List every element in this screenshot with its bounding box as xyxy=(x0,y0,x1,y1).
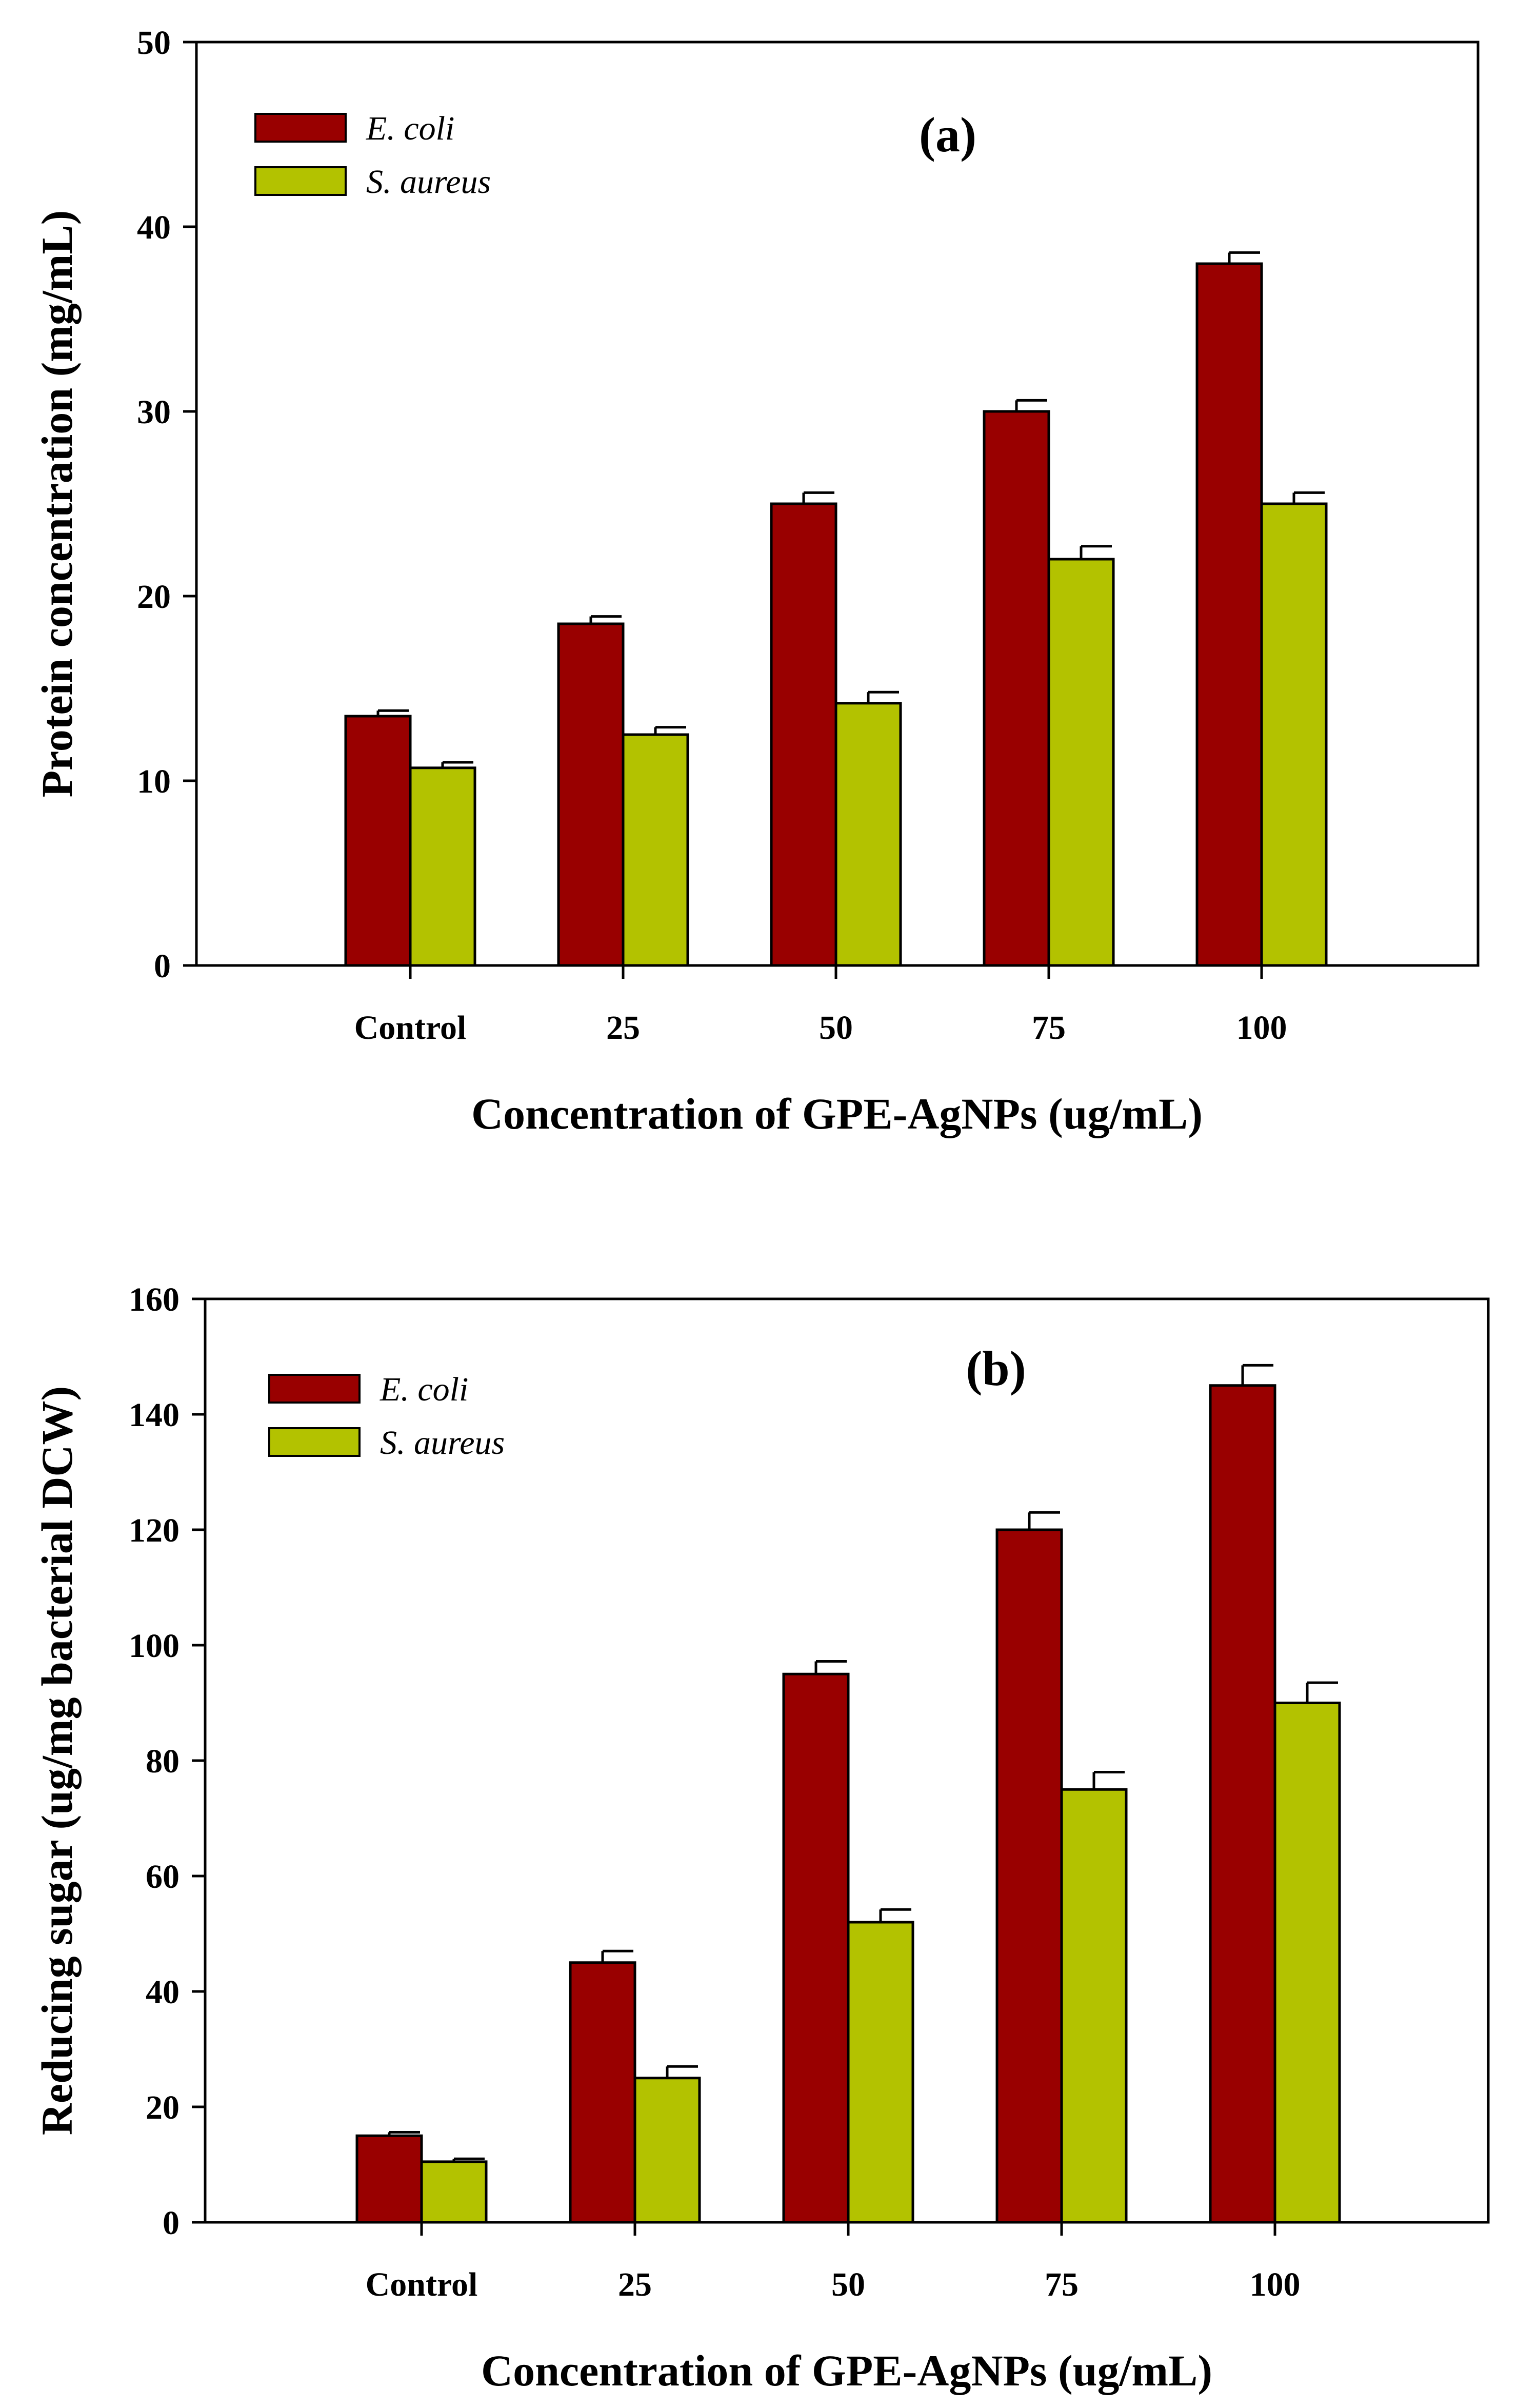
panel-a-y-tick-label: 0 xyxy=(154,948,171,985)
panel-a-chart: 0 10 20 30 40 50 Control 25 50 75 100 Protein con… xyxy=(32,24,1480,1138)
panel-a-bar-saureus xyxy=(1260,502,1328,967)
panel-a-y-tick-label: 40 xyxy=(137,209,171,246)
panel-a-legend-swatch-ecoli xyxy=(254,113,347,143)
panel-b-bar-saureus xyxy=(420,2160,488,2224)
panel-b-bar-saureus xyxy=(1060,1788,1128,2224)
panel-a-x-tick-label: Control xyxy=(354,1009,467,1047)
panel-a-legend-label-ecoli: E. coli xyxy=(366,110,454,147)
panel-a-bar-saureus xyxy=(622,733,689,967)
panel-b-y-tick-label: 120 xyxy=(129,1512,179,1549)
panel-b-bars xyxy=(355,1364,1341,2224)
panel-b-y-tick-label: 160 xyxy=(129,1281,179,1318)
panel-b-legend: E. coli S. aureus xyxy=(268,1371,505,1462)
panel-b-bar-saureus xyxy=(1273,1702,1341,2224)
panel-b-y-tick-label: 80 xyxy=(146,1743,179,1780)
panel-a-x-tick-label: 100 xyxy=(1236,1009,1287,1047)
panel-a-bar-ecoli xyxy=(557,622,625,967)
panel-b-x-tick-label: 50 xyxy=(831,2266,865,2303)
panel-b-x-tick-label: 100 xyxy=(1250,2266,1301,2303)
panel-b-bar-saureus xyxy=(633,2077,701,2224)
panel-b-bar-ecoli xyxy=(569,1961,636,2224)
panel-b-bar-ecoli xyxy=(1209,1384,1276,2224)
panel-b-bar-saureus xyxy=(847,1921,914,2224)
panel-a-bar-saureus xyxy=(1047,558,1115,967)
panel-b-y-tick-label: 60 xyxy=(146,1858,179,1896)
panel-a-x-tick-label: 25 xyxy=(606,1009,640,1047)
panel-b-y-tick-label: 100 xyxy=(129,1627,179,1665)
panel-a-legend-swatch-saureus xyxy=(254,166,347,196)
panel-a-x-tick-label: 50 xyxy=(819,1009,853,1047)
panel-b-chart: 0 20 40 60 80 100 120 140 160 Control 25 50 75 100 R… xyxy=(32,1281,1490,2395)
panel-b-x-tick-label: 75 xyxy=(1045,2266,1079,2303)
panel-b-bar-ecoli xyxy=(355,2134,423,2224)
panel-a-y-axis-label: Protein concentration (mg/mL) xyxy=(32,210,82,798)
panel-b-y-tick-label: 20 xyxy=(146,2089,179,2126)
panel-b-tag: (b) xyxy=(966,1341,1026,1396)
panel-a-bar-ecoli xyxy=(344,715,412,967)
panel-b-y-tick-label: 40 xyxy=(146,1973,179,2011)
panel-a-bar-saureus xyxy=(834,702,902,967)
panel-a-y-tick-label: 50 xyxy=(137,24,171,62)
panel-b-bar-ecoli xyxy=(782,1672,850,2224)
panel-a-bars xyxy=(344,251,1328,967)
panel-b-y-axis-label: Reducing sugar (ug/mg bacterial DCW) xyxy=(32,1386,82,2135)
panel-b-legend-label-saureus: S. aureus xyxy=(380,1424,505,1462)
panel-a-y-tick-label: 20 xyxy=(137,578,171,616)
panel-a-bar-ecoli xyxy=(770,502,837,967)
panel-a-bar-ecoli xyxy=(1195,262,1263,967)
panel-b-legend-label-ecoli: E. coli xyxy=(380,1371,468,1408)
panel-b-y-tick-label: 0 xyxy=(163,2204,179,2242)
panel-b-x-tick-label: 25 xyxy=(618,2266,652,2303)
panel-b-x-tick-label: Control xyxy=(366,2266,478,2303)
panel-b-x-axis-label: Concentration of GPE-AgNPs (ug/mL) xyxy=(481,2346,1212,2395)
panel-b-x-ticks: Control 25 50 75 100 xyxy=(366,2222,1301,2303)
panel-a-tag: (a) xyxy=(919,107,976,162)
panel-a-y-tick-label: 30 xyxy=(137,393,171,431)
panel-a-y-tick-label: 10 xyxy=(137,763,171,800)
panel-b-bar-ecoli xyxy=(995,1528,1063,2224)
panel-b-y-tick-label: 140 xyxy=(129,1396,179,1434)
panel-b-legend-swatch-saureus xyxy=(268,1427,361,1457)
panel-a-legend: E. coli S. aureus xyxy=(254,110,491,201)
panel-a-x-ticks: Control 25 50 75 100 xyxy=(354,965,1287,1047)
panel-a-legend-label-saureus: S. aureus xyxy=(366,163,491,201)
panel-a-x-axis-label: Concentration of GPE-AgNPs (ug/mL) xyxy=(471,1089,1203,1138)
panel-b-y-ticks: 0 20 40 60 80 100 120 140 160 xyxy=(129,1281,205,2242)
panel-a-bar-ecoli xyxy=(983,410,1050,967)
panel-b-legend-swatch-ecoli xyxy=(268,1374,361,1404)
panel-a-x-tick-label: 75 xyxy=(1032,1009,1066,1047)
panel-a-bar-saureus xyxy=(409,766,476,967)
panel-a-y-ticks: 0 10 20 30 40 50 xyxy=(137,24,196,985)
